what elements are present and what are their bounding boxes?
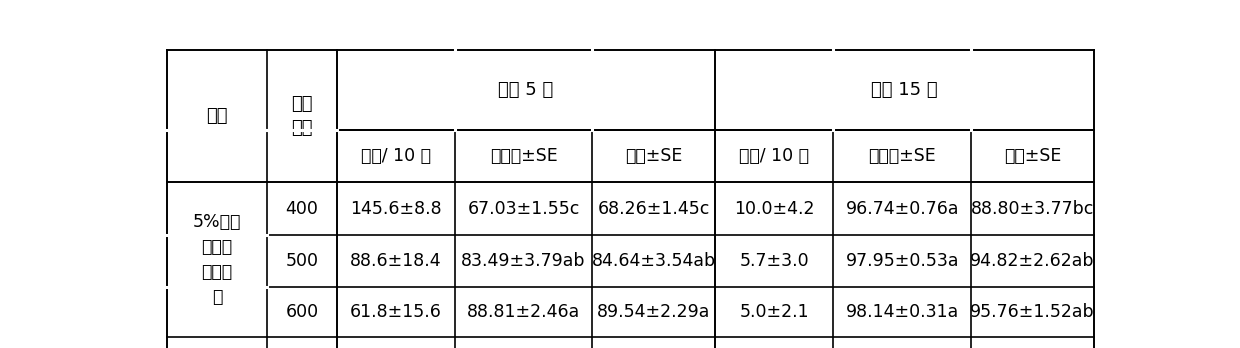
- Text: 药后 5 天: 药后 5 天: [498, 81, 553, 99]
- Text: 95.76±1.52ab: 95.76±1.52ab: [970, 303, 1095, 321]
- Text: 83.49±3.79ab: 83.49±3.79ab: [461, 252, 585, 270]
- Text: 5%黄刺
蛾提取
物悬浮
剂: 5%黄刺 蛾提取 物悬浮 剂: [192, 213, 241, 306]
- Text: 防效±SE: 防效±SE: [625, 147, 682, 165]
- Text: 96.74±0.76a: 96.74±0.76a: [846, 199, 959, 218]
- Text: 94.82±2.62ab: 94.82±2.62ab: [970, 252, 1095, 270]
- Text: 10.0±4.2: 10.0±4.2: [734, 199, 815, 218]
- Text: 61.8±15.6: 61.8±15.6: [350, 303, 441, 321]
- Text: 98.14±0.31a: 98.14±0.31a: [846, 303, 959, 321]
- Text: 97.95±0.53a: 97.95±0.53a: [846, 252, 959, 270]
- Text: 处理: 处理: [206, 107, 228, 125]
- Text: 稀释
倍数: 稀释 倍数: [291, 95, 312, 137]
- Text: 螨量/ 10 叶: 螨量/ 10 叶: [739, 147, 810, 165]
- Text: 68.26±1.45c: 68.26±1.45c: [598, 199, 711, 218]
- Text: 600: 600: [285, 303, 319, 321]
- Text: 145.6±8.8: 145.6±8.8: [350, 199, 441, 218]
- Text: 5.0±2.1: 5.0±2.1: [739, 303, 810, 321]
- Text: 螨量/ 10 叶: 螨量/ 10 叶: [361, 147, 430, 165]
- Text: 500: 500: [285, 252, 319, 270]
- Text: 减退率±SE: 减退率±SE: [868, 147, 936, 165]
- Text: 67.03±1.55c: 67.03±1.55c: [467, 199, 580, 218]
- Text: 88.81±2.46a: 88.81±2.46a: [467, 303, 580, 321]
- Text: 400: 400: [285, 199, 319, 218]
- Text: 84.64±3.54ab: 84.64±3.54ab: [591, 252, 715, 270]
- Text: 药后 15 天: 药后 15 天: [872, 81, 937, 99]
- Text: 防效±SE: 防效±SE: [1003, 147, 1061, 165]
- Text: 5.7±3.0: 5.7±3.0: [739, 252, 810, 270]
- Text: 89.54±2.29a: 89.54±2.29a: [598, 303, 711, 321]
- Text: 88.80±3.77bc: 88.80±3.77bc: [971, 199, 1094, 218]
- Text: 减退率±SE: 减退率±SE: [490, 147, 558, 165]
- Text: 88.6±18.4: 88.6±18.4: [350, 252, 441, 270]
